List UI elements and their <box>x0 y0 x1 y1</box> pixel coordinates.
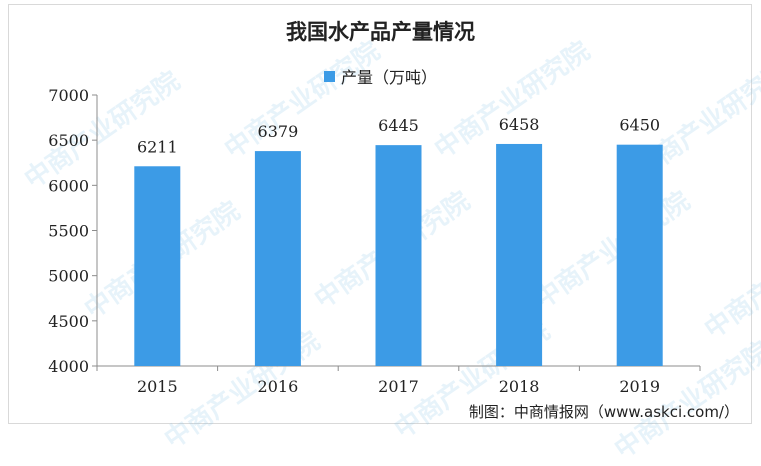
source-note: 制图：中商情报网（www.askci.com/） <box>468 403 739 421</box>
x-tick-label: 2019 <box>619 377 660 396</box>
y-tick-label: 5000 <box>48 267 89 286</box>
x-tick-label: 2016 <box>258 377 299 396</box>
y-tick-label: 6500 <box>48 131 89 150</box>
data-label: 6211 <box>137 137 178 156</box>
x-tick-label: 2018 <box>499 377 540 396</box>
y-tick-label: 4500 <box>48 312 89 331</box>
data-label: 6445 <box>378 116 419 135</box>
bar <box>134 166 181 366</box>
bar <box>496 143 543 366</box>
bar-chart: 4000 4500 5000 5500 6000 6500 7000 6211 2015 6379… <box>48 86 701 396</box>
legend: 产量（万吨） <box>0 64 761 88</box>
bar <box>375 145 422 366</box>
y-tick-label: 7000 <box>48 86 89 105</box>
legend-label: 产量（万吨） <box>340 68 437 87</box>
x-tick-label: 2015 <box>137 377 178 396</box>
bar <box>254 151 301 366</box>
y-tick-label: 5500 <box>48 222 89 241</box>
data-label: 6450 <box>619 116 660 135</box>
y-tick-label: 6000 <box>48 176 89 195</box>
legend-swatch <box>323 70 335 82</box>
data-label: 6458 <box>499 115 540 134</box>
data-label: 6379 <box>258 122 299 141</box>
y-tick-label: 4000 <box>48 357 89 376</box>
x-tick-label: 2017 <box>378 377 419 396</box>
bar <box>616 144 663 366</box>
chart-title: 我国水产品产量情况 <box>286 20 475 44</box>
